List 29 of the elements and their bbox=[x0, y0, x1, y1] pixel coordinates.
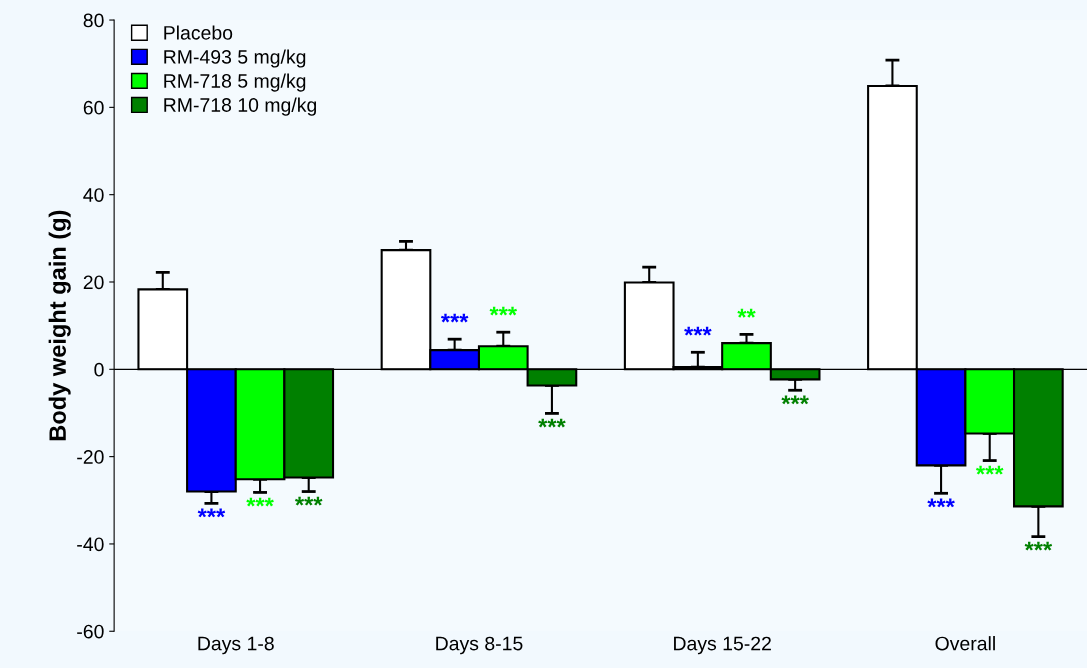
y-tick-label: 80 bbox=[83, 13, 104, 28]
y-tick-label: 60 bbox=[83, 100, 104, 115]
x-tick-label: Days 15-22 bbox=[674, 636, 771, 655]
y-tick-label: -40 bbox=[77, 537, 104, 552]
x-tick-label: Days 1-8 bbox=[198, 636, 274, 655]
y-tick-label: 20 bbox=[83, 275, 104, 290]
y-tick-label: 0 bbox=[94, 362, 104, 377]
y-tick-label: -20 bbox=[77, 450, 104, 464]
data-label: *** bbox=[440, 313, 469, 323]
legend-label: RM-718 5 mg/kg bbox=[164, 73, 306, 92]
x-tick-label: Overall bbox=[935, 636, 995, 651]
data-label: *** bbox=[1024, 541, 1053, 551]
data-label: *** bbox=[976, 465, 1004, 475]
y-tick-label: 40 bbox=[83, 188, 104, 202]
legend-label: Placebo bbox=[164, 25, 233, 40]
x-tick-label: Days 8-15 bbox=[436, 636, 523, 655]
data-label: *** bbox=[294, 496, 323, 506]
data-label: *** bbox=[197, 508, 226, 518]
data-label: *** bbox=[927, 498, 955, 508]
y-axis-title: Body weight gain (g) bbox=[48, 210, 71, 441]
data-label: *** bbox=[684, 326, 712, 336]
data-label: *** bbox=[538, 418, 566, 428]
data-label: *** bbox=[489, 306, 518, 316]
legend-label: RM-718 10 mg/kg bbox=[164, 97, 317, 116]
y-tick-label: -60 bbox=[77, 624, 104, 639]
data-label: *** bbox=[246, 497, 274, 507]
legend-label: RM-493 5 mg/kg bbox=[164, 49, 306, 68]
data-label: *** bbox=[781, 395, 809, 405]
data-label: ** bbox=[737, 308, 756, 318]
